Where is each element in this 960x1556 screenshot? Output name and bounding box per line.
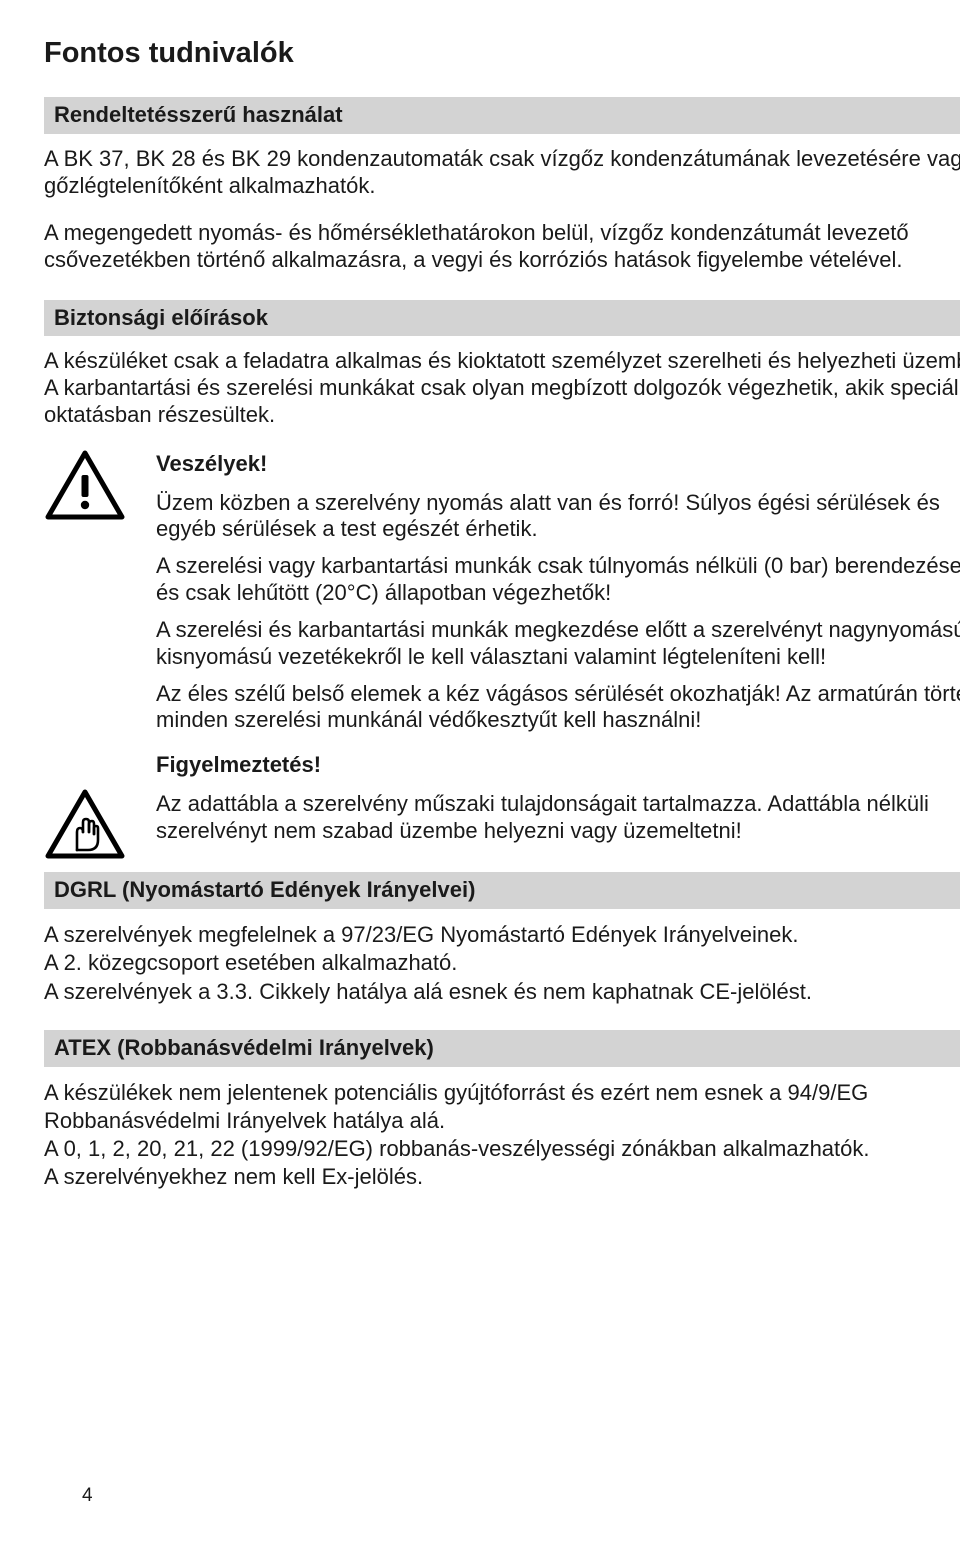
danger-paragraph-1: Üzem közben a szerelvény nyomás alatt va… <box>156 490 960 544</box>
section-heading-usage: Rendeltetésszerű használat <box>44 97 960 134</box>
safety-paragraph-1: A készüléket csak a feladatra alkalmas é… <box>44 348 960 375</box>
safety-paragraph-2: A karbantartási és szerelési munkákat cs… <box>44 375 960 429</box>
section-heading-safety: Biztonsági előírások <box>44 300 960 337</box>
dgrl-content: A szerelvények megfelelnek a 97/23/EG Ny… <box>44 921 960 1005</box>
dgrl-line-3: A szerelvények a 3.3. Cikkely hatálya al… <box>44 978 960 1006</box>
warning-icons-column <box>44 449 136 867</box>
danger-heading: Veszélyek! <box>156 451 960 478</box>
warning-paragraph-1: Az adattábla a szerelvény műszaki tulajd… <box>156 791 960 845</box>
danger-paragraph-3: A szerelési és karbantartási munkák megk… <box>156 617 960 671</box>
atex-line-1: A készülékek nem jelentenek potenciális … <box>44 1079 960 1135</box>
section-heading-dgrl: DGRL (Nyomástartó Edények Irányelvei) <box>44 872 960 909</box>
danger-triangle-icon <box>44 449 136 528</box>
atex-content: A készülékek nem jelentenek potenciális … <box>44 1079 960 1192</box>
dgrl-line-2: A 2. közegcsoport esetében alkalmazható. <box>44 949 960 977</box>
atex-line-3: A szerelvényekhez nem kell Ex-jelölés. <box>44 1163 960 1191</box>
page-number: 4 <box>82 1484 93 1507</box>
usage-paragraph-1: A BK 37, BK 28 és BK 29 kondenzautomaták… <box>44 146 960 200</box>
warning-sub-block: Figyelmeztetés! Az adattábla a szerelvén… <box>156 752 960 844</box>
warning-heading: Figyelmeztetés! <box>156 752 960 779</box>
warning-triangle-hand-icon <box>44 788 136 867</box>
dgrl-line-1: A szerelvények megfelelnek a 97/23/EG Ny… <box>44 921 960 949</box>
warning-block: Veszélyek! Üzem közben a szerelvény nyom… <box>44 449 960 867</box>
danger-paragraph-4: Az éles szélű belső elemek a kéz vágásos… <box>156 681 960 735</box>
page-title: Fontos tudnivalók <box>44 36 960 71</box>
usage-paragraph-2: A megengedett nyomás- és hőmérséklethatá… <box>44 220 960 274</box>
atex-line-2: A 0, 1, 2, 20, 21, 22 (1999/92/EG) robba… <box>44 1135 960 1163</box>
danger-paragraph-2: A szerelési vagy karbantartási munkák cs… <box>156 553 960 607</box>
danger-block: Veszélyek! Üzem közben a szerelvény nyom… <box>156 451 960 734</box>
section-heading-atex: ATEX (Robbanásvédelmi Irányelvek) <box>44 1030 960 1067</box>
